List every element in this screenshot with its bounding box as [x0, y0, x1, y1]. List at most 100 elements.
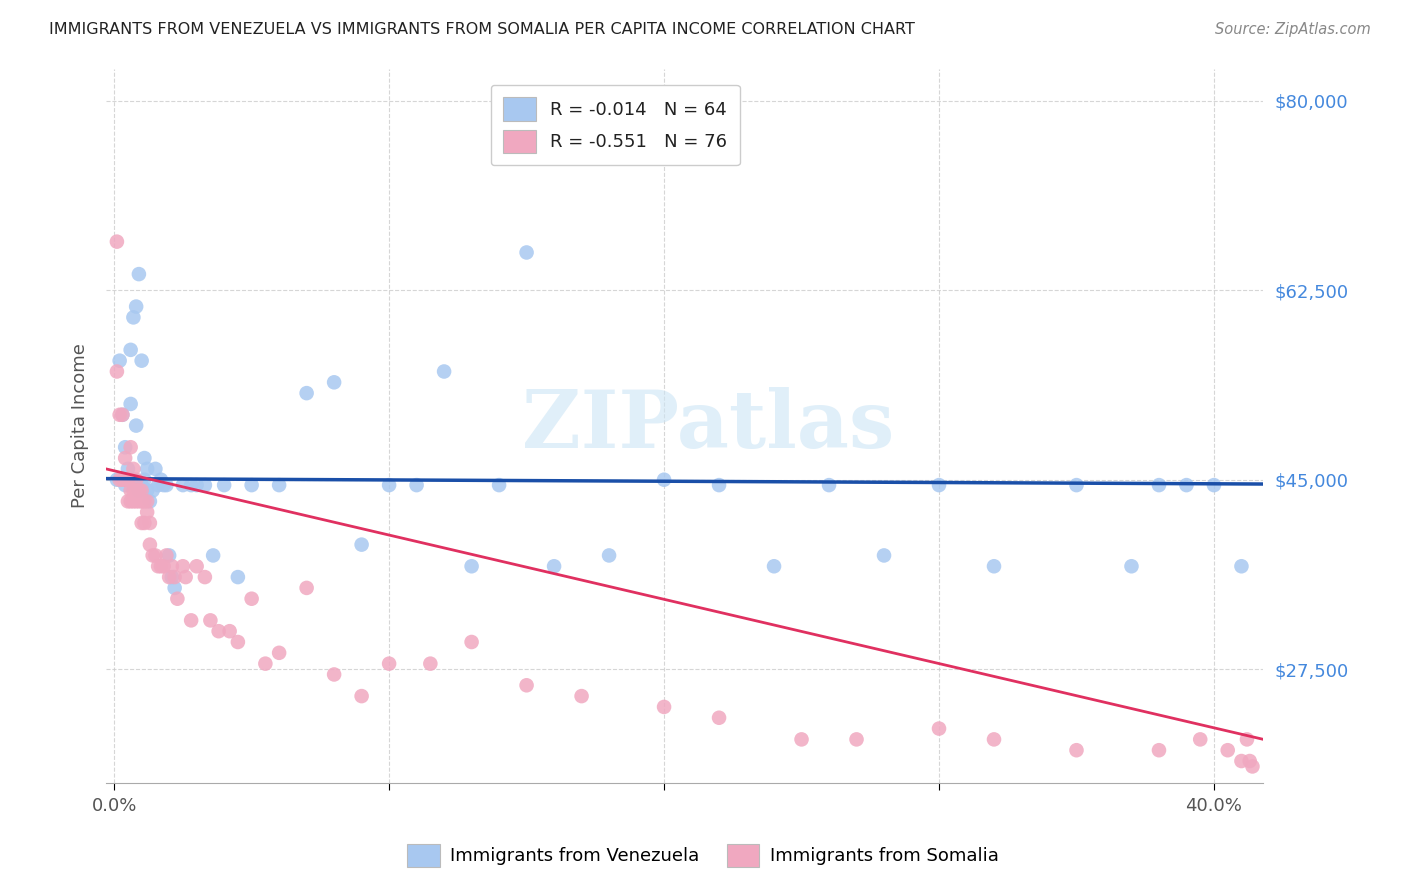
Point [200, 613, 222, 627]
Point [146, 559, 169, 574]
Point [180, 613, 202, 627]
Point [114, 478, 136, 492]
Point [128, 483, 150, 498]
Point [983, 732, 1005, 747]
Point [707, 478, 730, 492]
Point [378, 657, 401, 671]
Point [1230, 754, 1253, 768]
Point [983, 559, 1005, 574]
Point [142, 549, 165, 563]
Point [1241, 759, 1264, 773]
Point [543, 559, 565, 574]
Point [295, 581, 318, 595]
Point [172, 478, 194, 492]
Point [790, 732, 813, 747]
Point [136, 494, 159, 508]
Point [145, 549, 167, 563]
Point [163, 570, 186, 584]
Point [125, 483, 148, 498]
Point [254, 657, 277, 671]
Point [122, 494, 145, 508]
Point [433, 364, 456, 378]
Point [488, 478, 510, 492]
Point [105, 364, 128, 378]
Point [108, 408, 131, 422]
Point [149, 559, 172, 574]
Point [114, 451, 136, 466]
Point [136, 462, 159, 476]
Point [160, 570, 183, 584]
Point [1189, 732, 1212, 747]
Point [120, 494, 142, 508]
Point [516, 245, 538, 260]
Point [157, 570, 180, 584]
Point [146, 478, 169, 492]
Point [707, 711, 730, 725]
Point [128, 483, 150, 498]
Point [350, 689, 373, 703]
Point [136, 483, 159, 498]
Point [120, 343, 142, 357]
Point [125, 473, 148, 487]
Point [652, 473, 675, 487]
Point [134, 451, 156, 466]
Point [763, 559, 786, 574]
Point [131, 478, 153, 492]
Point [295, 386, 318, 401]
Point [166, 591, 188, 606]
Point [122, 462, 145, 476]
Point [202, 549, 225, 563]
Point [114, 440, 136, 454]
Point [139, 516, 162, 530]
Point [128, 483, 150, 498]
Point [105, 473, 128, 487]
Point [194, 478, 217, 492]
Point [226, 635, 249, 649]
Point [516, 678, 538, 692]
Point [120, 483, 142, 498]
Point [163, 581, 186, 595]
Text: IMMIGRANTS FROM VENEZUELA VS IMMIGRANTS FROM SOMALIA PER CAPITA INCOME CORRELATI: IMMIGRANTS FROM VENEZUELA VS IMMIGRANTS … [49, 22, 915, 37]
Point [160, 559, 183, 574]
Point [460, 635, 482, 649]
Point [350, 538, 373, 552]
Point [226, 570, 249, 584]
Point [240, 591, 263, 606]
Point [117, 473, 139, 487]
Point [111, 408, 134, 422]
Point [1202, 478, 1225, 492]
Point [157, 549, 180, 563]
Point [117, 473, 139, 487]
Point [139, 538, 162, 552]
Point [186, 478, 208, 492]
Legend: R = -0.014   N = 64, R = -0.551   N = 76: R = -0.014 N = 64, R = -0.551 N = 76 [491, 85, 740, 165]
Point [122, 483, 145, 498]
Point [117, 462, 139, 476]
Point [108, 473, 131, 487]
Point [208, 624, 231, 639]
Point [114, 473, 136, 487]
Point [136, 505, 159, 519]
Point [323, 667, 346, 681]
Point [152, 559, 174, 574]
Point [145, 462, 167, 476]
Point [111, 473, 134, 487]
Point [269, 646, 291, 660]
Point [180, 478, 202, 492]
Point [873, 549, 896, 563]
Point [928, 722, 950, 736]
Point [149, 473, 172, 487]
Point [128, 494, 150, 508]
Y-axis label: Per Capita Income: Per Capita Income [72, 343, 89, 508]
Point [125, 300, 148, 314]
Point [134, 473, 156, 487]
Text: ZIPatlas: ZIPatlas [522, 386, 894, 465]
Point [131, 494, 153, 508]
Point [1216, 743, 1239, 757]
Point [1147, 743, 1170, 757]
Point [142, 483, 165, 498]
Point [652, 700, 675, 714]
Point [1066, 743, 1088, 757]
Point [1066, 478, 1088, 492]
Point [134, 494, 156, 508]
